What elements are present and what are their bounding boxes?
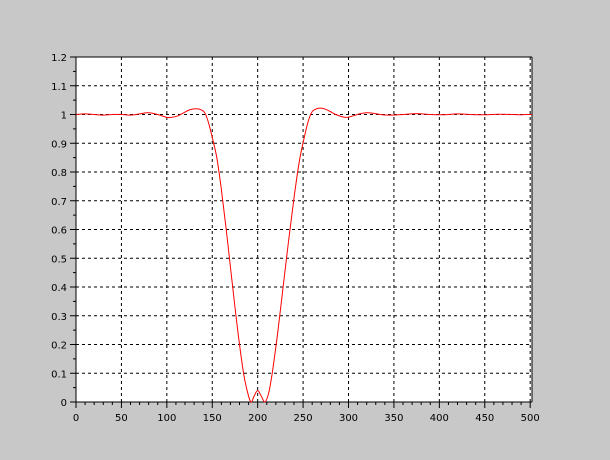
y-tick-label: 0.2: [51, 341, 67, 352]
grid: [76, 56, 532, 402]
y-tick-label: 0.4: [51, 283, 67, 294]
x-tick-label: 250: [294, 413, 313, 424]
x-tick-label: 300: [339, 413, 358, 424]
x-tick-label: 100: [157, 413, 176, 424]
y-tick-label: 0: [61, 398, 67, 409]
y-tick-label: 0.6: [51, 226, 67, 237]
y-tick-label: 1.1: [51, 82, 67, 93]
x-tick-label: 500: [521, 413, 540, 424]
y-tick-label: 0.1: [51, 369, 67, 380]
x-axis: 0 50 100 150 200 250 300 350 400 450 500: [73, 402, 540, 424]
y-tick-label: 1.2: [51, 53, 67, 64]
y-tick-label: 0.8: [51, 168, 67, 179]
x-tick-label: 0: [73, 413, 79, 424]
y-axis: 0 0.1 0.2 0.3 0.4 0.5 0.6 0.7 0.8 0.9 1 1.1 1.2: [51, 53, 76, 409]
x-tick-label: 350: [384, 413, 403, 424]
x-tick-label: 450: [475, 413, 494, 424]
x-tick-label: 50: [115, 413, 128, 424]
x-tick-label: 400: [430, 413, 449, 424]
series-line: [75, 107, 533, 403]
x-tick-label: 200: [248, 413, 267, 424]
y-tick-label: 0.5: [51, 254, 67, 265]
x-tick-label: 150: [203, 413, 222, 424]
y-tick-label: 0.7: [51, 197, 67, 208]
y-tick-label: 0.9: [51, 139, 67, 150]
y-tick-label: 0.3: [51, 312, 67, 323]
y-tick-label: 1: [61, 111, 67, 122]
